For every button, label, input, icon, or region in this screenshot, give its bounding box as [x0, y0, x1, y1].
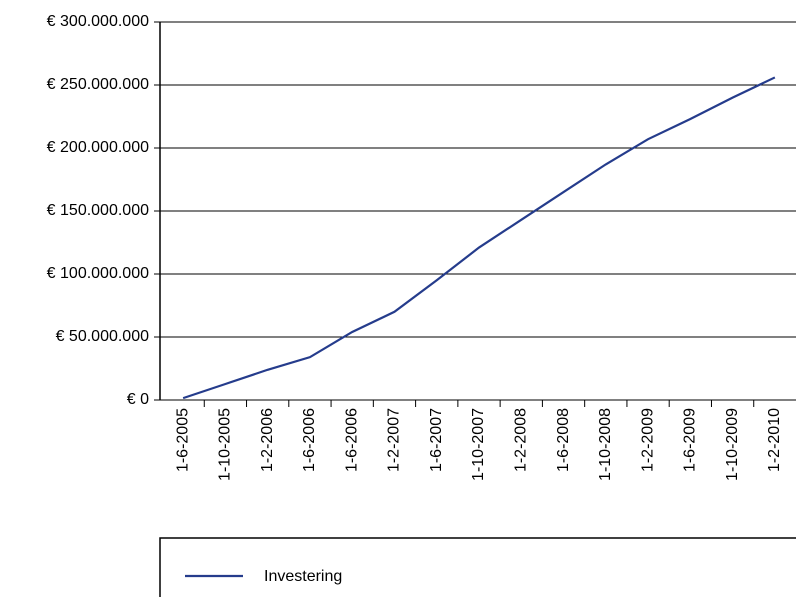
x-tick-label: 1-6-2006 [343, 408, 360, 472]
x-tick-label: 1-2-2006 [259, 408, 276, 472]
y-tick-label: € 100.000.000 [47, 265, 149, 282]
x-tick-label: 1-6-2008 [555, 408, 572, 472]
x-tick-label: 1-6-2009 [682, 408, 699, 472]
x-tick-label: 1-10-2007 [470, 408, 487, 481]
x-tick-label: 1-2-2009 [639, 408, 656, 472]
x-tick-label: 1-10-2009 [724, 408, 741, 481]
x-tick-label: 1-6-2006 [301, 408, 318, 472]
y-tick-label: € 250.000.000 [47, 76, 149, 93]
legend-box [159, 537, 796, 597]
y-tick-label: € 150.000.000 [47, 202, 149, 219]
x-tick-label: 1-10-2005 [217, 408, 234, 481]
x-tick-label: 1-2-2007 [386, 408, 403, 472]
x-tick-label: 1-2-2010 [766, 408, 783, 472]
x-tick-label: 1-2-2008 [512, 408, 529, 472]
y-tick-label: € 0 [127, 391, 149, 408]
legend-label: Investering [264, 568, 342, 585]
x-tick-label: 1-10-2008 [597, 408, 614, 481]
line-series [182, 76, 776, 400]
x-tick-label: 1-6-2007 [428, 408, 445, 472]
y-tick-label: € 200.000.000 [47, 139, 149, 156]
y-tick-label: € 50.000.000 [56, 328, 150, 345]
y-tick-label: € 300.000.000 [47, 13, 149, 30]
x-tick-label: 1-6-2005 [174, 408, 191, 472]
